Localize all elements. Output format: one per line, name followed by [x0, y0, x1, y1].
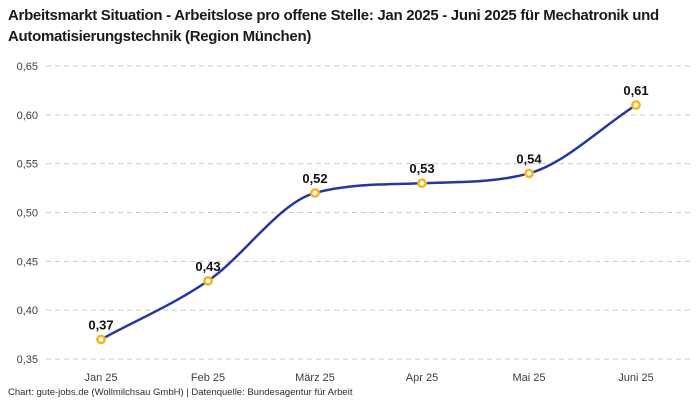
series-line [99, 103, 638, 341]
page-title: Arbeitsmarkt Situation - Arbeitslose pro… [8, 7, 659, 45]
x-axis-tick-label: Mai 25 [512, 372, 545, 384]
data-point-marker[interactable] [417, 178, 427, 189]
y-axis-tick-label: 0,35 [17, 354, 38, 366]
data-point-label: 0,53 [409, 161, 434, 176]
data-point-label: 0,61 [623, 83, 648, 98]
y-axis-tick-label: 0,40 [17, 305, 38, 317]
y-axis-tick-label: 0,65 [17, 61, 38, 73]
y-axis-tick-label: 0,50 [17, 208, 38, 220]
y-axis-tick-label: 0,45 [17, 256, 38, 268]
footer-credit: Chart: gute-jobs.de (Wollmilchsau GmbH) … [8, 387, 353, 398]
data-point-marker[interactable] [310, 188, 320, 198]
y-axis-tick-label: 0,55 [17, 159, 38, 171]
data-point-label: 0,54 [516, 151, 542, 166]
x-axis-tick-label: Juni 25 [618, 372, 653, 384]
data-point-label: 0,37 [88, 317, 113, 332]
x-axis-tick-label: Jan 25 [84, 372, 117, 384]
y-axis-tick-label: 0,60 [17, 110, 38, 122]
data-point-marker[interactable] [524, 168, 534, 179]
data-point-marker[interactable] [203, 275, 213, 286]
x-axis-tick-label: Feb 25 [191, 372, 225, 384]
data-point-marker[interactable] [96, 334, 106, 345]
x-axis-tick-label: März 25 [295, 372, 335, 384]
data-point-label: 0,43 [195, 259, 220, 274]
x-axis-tick-label: Apr 25 [406, 372, 438, 384]
data-point-marker[interactable] [631, 100, 641, 110]
data-point-label: 0,52 [302, 171, 327, 186]
